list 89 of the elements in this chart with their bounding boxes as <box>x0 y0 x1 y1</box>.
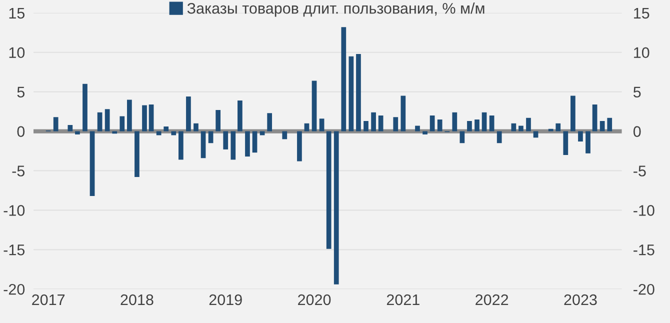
bar <box>511 123 516 132</box>
x-tick-label: 2020 <box>298 294 331 306</box>
x-tick-label: 2019 <box>209 294 242 306</box>
bar <box>178 131 184 160</box>
bar <box>460 131 465 144</box>
bar <box>223 131 228 150</box>
bar <box>267 113 272 132</box>
bar <box>68 124 73 132</box>
bar <box>142 105 147 132</box>
bar <box>570 96 576 132</box>
bar <box>600 121 605 132</box>
bar <box>474 119 480 132</box>
bar <box>200 131 206 158</box>
bar <box>245 131 250 157</box>
bar <box>356 54 361 132</box>
y-tick-label: -5 <box>12 166 25 176</box>
bar <box>489 115 494 132</box>
y2-tick-label: -15 <box>634 244 654 256</box>
bar <box>208 131 214 144</box>
bar <box>230 131 236 160</box>
bar <box>304 123 310 132</box>
bar <box>378 115 384 132</box>
bar <box>216 110 221 132</box>
y-tick-label: -10 <box>4 205 25 216</box>
bar <box>252 131 258 153</box>
bar <box>282 131 288 140</box>
x-tick-label: 2023 <box>564 294 597 306</box>
bar <box>556 123 561 132</box>
bar <box>518 126 524 132</box>
x-tick-label: 2022 <box>476 294 508 306</box>
bar <box>341 27 346 132</box>
bar <box>578 131 583 142</box>
bar <box>90 131 95 196</box>
legend-label: Заказы товаров длит. пользования, % м/м <box>187 2 484 17</box>
y2-tick-label: 15 <box>634 8 650 19</box>
bar <box>148 104 154 132</box>
bar <box>164 126 169 132</box>
y-tick-label: 5 <box>17 86 25 98</box>
y2-tick-label: -5 <box>634 166 646 176</box>
bar <box>563 131 568 155</box>
bar <box>171 131 176 136</box>
bar <box>364 121 368 132</box>
y2-tick-label: 0 <box>633 126 641 137</box>
bar <box>422 131 428 134</box>
bar <box>297 131 302 162</box>
y-tick-label: 15 <box>9 8 25 19</box>
bar <box>104 109 110 132</box>
bar <box>194 123 198 132</box>
x-tick-label: 2018 <box>120 294 154 306</box>
bar <box>75 131 80 134</box>
bar <box>319 118 324 132</box>
bar <box>134 131 140 178</box>
y-tick-label: 10 <box>9 47 25 58</box>
bar <box>482 112 487 132</box>
bar <box>496 131 502 144</box>
bar <box>120 116 125 132</box>
bar <box>82 84 88 132</box>
bar <box>415 126 420 132</box>
bar <box>526 118 531 132</box>
y-tick-label: -15 <box>4 244 25 256</box>
bar <box>326 131 332 249</box>
bar <box>371 112 376 132</box>
bar <box>127 100 132 132</box>
x-tick-label: 2021 <box>386 294 420 306</box>
y-tick-label: -20 <box>4 284 25 295</box>
y-tick-label: 0 <box>17 126 25 137</box>
y2-tick-label: -20 <box>634 284 654 295</box>
bar <box>156 131 162 136</box>
y2-tick-label: 5 <box>633 86 641 98</box>
bar <box>592 104 598 132</box>
bar <box>430 115 435 132</box>
bar <box>400 96 406 132</box>
y2-tick-label: -10 <box>634 205 654 216</box>
bar <box>393 117 398 132</box>
bar <box>586 131 590 154</box>
bar <box>97 112 102 132</box>
bar <box>312 80 317 132</box>
bar <box>334 131 339 284</box>
bar <box>548 128 554 132</box>
bar <box>186 96 191 132</box>
bar <box>238 100 242 132</box>
x-tick-label: 2017 <box>32 294 65 306</box>
bar <box>452 112 458 132</box>
bar <box>467 121 472 132</box>
bar <box>607 118 612 132</box>
y2-tick-label: 10 <box>634 47 650 58</box>
bar <box>348 56 354 132</box>
bar <box>437 119 442 132</box>
bar <box>53 117 58 132</box>
